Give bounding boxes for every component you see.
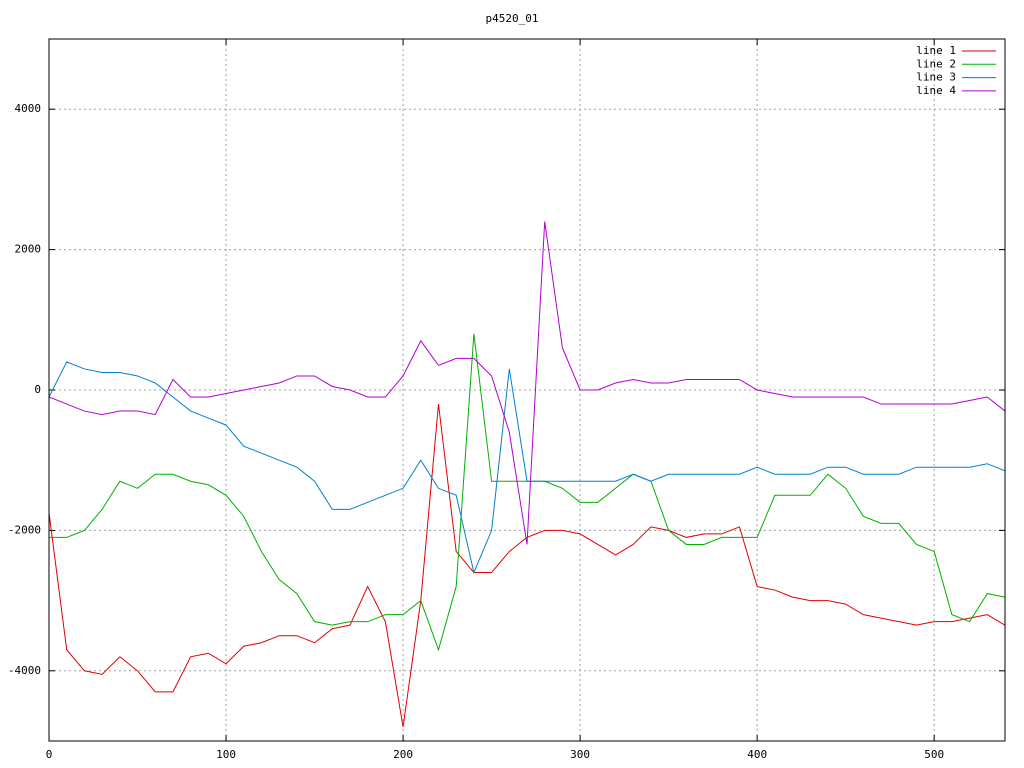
y-tick-label: 4000 [15, 102, 42, 115]
data-line [49, 221, 1005, 545]
chart-title: p4520_01 [486, 12, 539, 25]
x-tick-label: 0 [46, 748, 53, 761]
x-tick-label: 200 [393, 748, 413, 761]
data-line [49, 361, 1005, 575]
plot-border [48, 38, 1006, 742]
y-tick-label: -2000 [8, 523, 41, 536]
legend-label: line 3 [916, 71, 956, 84]
y-tick-label: 0 [34, 383, 41, 396]
legend-label: line 1 [916, 44, 956, 57]
y-tick-label: -4000 [8, 664, 41, 677]
x-tick-label: 300 [570, 748, 590, 761]
legend-label: line 2 [916, 57, 956, 70]
x-tick-label: 100 [216, 748, 236, 761]
y-tick-label: 2000 [15, 243, 42, 256]
x-tick-label: 400 [747, 748, 767, 761]
x-tick-label: 500 [924, 748, 944, 761]
legend-label: line 4 [916, 84, 956, 97]
